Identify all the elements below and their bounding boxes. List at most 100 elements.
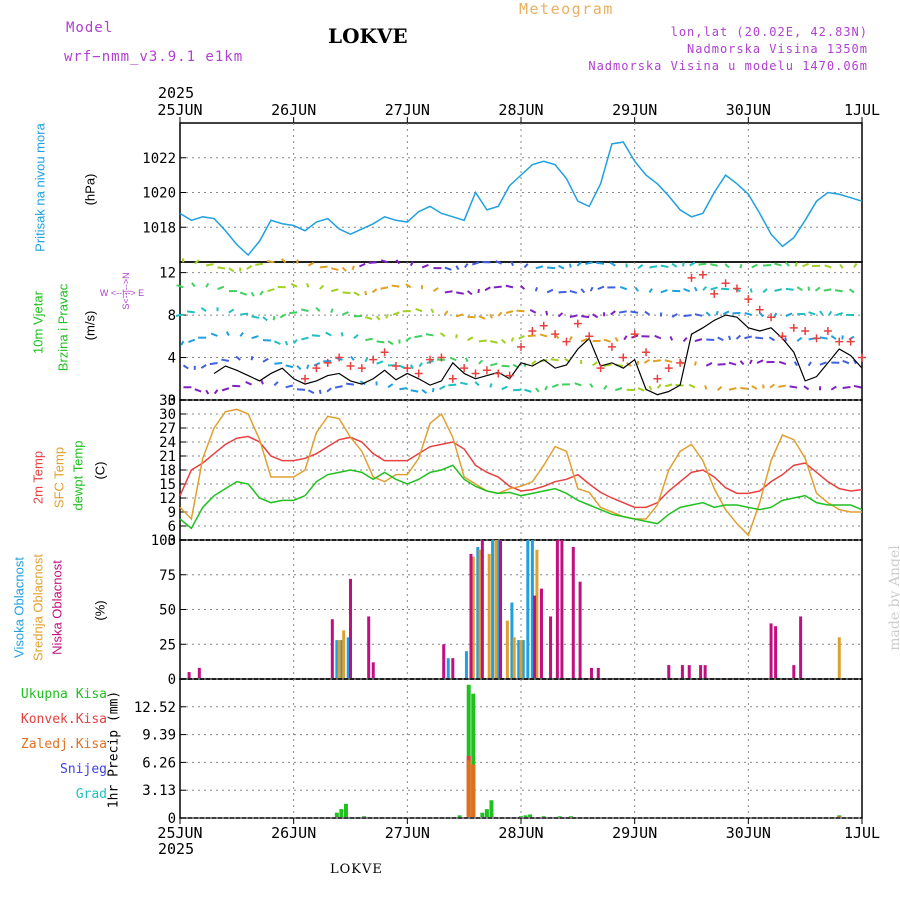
wind-arrow [615, 387, 623, 392]
wind-arrow [351, 265, 355, 271]
wind-arrow [722, 310, 730, 316]
wind-arrow [510, 337, 514, 342]
wind-arrow [421, 264, 429, 269]
cloud-bar [510, 602, 514, 678]
wind-arrow [773, 312, 778, 318]
y-tick-label: 100 [151, 533, 176, 549]
temp-line-1 [179, 408, 862, 537]
wind-arrow [744, 312, 753, 316]
precip-conv-label: Konvek.Kisa [20, 712, 107, 727]
wind-arrow [467, 336, 474, 342]
wind-arrow [710, 286, 718, 291]
wind-arrow [410, 389, 419, 393]
gust-marker [437, 353, 446, 362]
gust-marker [573, 319, 582, 328]
wind-arrow [289, 311, 298, 315]
wind-arrow [808, 311, 816, 316]
wind-arrow [724, 263, 730, 269]
wind-arrow [609, 261, 616, 267]
x-tick-label-bottom: 28JUN [498, 824, 543, 842]
wind-arrow [495, 260, 503, 265]
y-tick-label: 1018 [142, 220, 176, 236]
wind-arrow [478, 359, 484, 365]
wind-arrow [693, 361, 697, 366]
wind-arrow [704, 385, 708, 390]
precip-bar [343, 803, 348, 817]
wind-arrow [466, 290, 473, 296]
y-tick-label: 0 [168, 672, 176, 688]
wind-arrow [326, 387, 332, 393]
cloud-bar [578, 581, 582, 678]
wind-arrow [405, 283, 412, 289]
wind-arrow [545, 310, 549, 316]
wind-arrow [505, 310, 514, 314]
precip-bar [334, 812, 339, 817]
y-tick-label: 27 [159, 421, 176, 437]
wind-arrow [319, 265, 328, 269]
wind-arrow [580, 288, 586, 294]
wind-arrow [235, 355, 241, 361]
wind-arrow [803, 385, 810, 391]
wind-arrow [716, 386, 723, 391]
y-tick-label: 24 [159, 435, 176, 451]
wind-arrow [710, 263, 718, 267]
wind-arrow [292, 338, 298, 344]
wind-arrow [387, 340, 394, 346]
wind-arrow [671, 313, 678, 318]
wind-arrow [415, 307, 423, 313]
wind-arrow [717, 336, 724, 342]
wind-arrow [728, 387, 737, 391]
cloud-bar [494, 540, 498, 678]
gust-marker [778, 332, 787, 341]
gust-marker [835, 337, 844, 346]
wind-arrow [516, 309, 525, 313]
wind-arrow [444, 290, 453, 294]
x-tick-label-top: 25JUN [157, 101, 202, 119]
precip-bar [489, 800, 494, 817]
precip-bar [569, 816, 574, 817]
wind-arrow [307, 261, 315, 267]
cloud-bar [491, 540, 495, 678]
wind-arrow [830, 385, 837, 391]
wind-arrow [535, 265, 544, 270]
wind-arrow [749, 359, 753, 365]
wind-arrow [489, 383, 493, 388]
year-label-top: 2025 [158, 84, 194, 102]
wind-arrow [744, 335, 752, 340]
gust-marker [823, 327, 832, 335]
wind-arrow [455, 334, 458, 339]
gust-marker [710, 289, 719, 298]
wind-arrow [664, 383, 673, 388]
gust-marker [403, 364, 412, 373]
y-tick-label: 18 [159, 463, 176, 479]
wind-arrow [751, 263, 758, 269]
y-tick-label: 15 [159, 477, 176, 493]
wind-arrow [464, 263, 469, 269]
wind-arrow [375, 315, 381, 321]
precip-bar [557, 816, 562, 817]
wind-arrow [694, 286, 698, 292]
x-tick-label-bottom: 29JUN [612, 824, 657, 842]
wind-arrow [706, 338, 715, 342]
wind-arrow [531, 360, 537, 366]
wind-arrow [569, 290, 578, 294]
wind-arrow [576, 261, 582, 267]
wind-arrow [330, 267, 339, 271]
wind-arrow [802, 262, 809, 268]
cloud-bar [187, 672, 191, 678]
wind-arrow [698, 262, 707, 266]
wind-arrow [200, 307, 207, 312]
wind-arrow [557, 312, 564, 318]
wind-speed-line [213, 314, 863, 396]
wind-arrow [589, 286, 594, 292]
cloud-bar [596, 667, 600, 678]
cloud-bar [469, 553, 473, 678]
year-label-bottom: 2025 [158, 840, 194, 858]
x-tick-label-bottom: 1JUL [844, 824, 880, 842]
cloud-bar [555, 540, 559, 678]
gust-marker [653, 374, 662, 383]
precip-bar [362, 816, 367, 817]
cloud-bar [769, 623, 773, 678]
gust-marker [789, 323, 798, 332]
wind-arrow [839, 263, 844, 269]
